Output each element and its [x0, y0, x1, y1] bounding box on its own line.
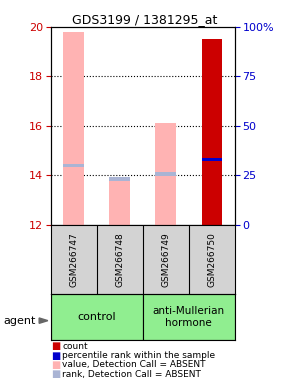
Bar [202, 39, 222, 225]
Text: ■: ■ [51, 351, 60, 361]
Text: GSM266747: GSM266747 [69, 232, 78, 286]
Bar [143, 294, 235, 340]
Text: GSM266750: GSM266750 [207, 232, 216, 286]
Text: ■: ■ [51, 360, 60, 370]
Bar [109, 177, 130, 180]
Text: ■: ■ [51, 369, 60, 379]
Bar [155, 172, 176, 175]
Bar [155, 123, 176, 225]
Text: rank, Detection Call = ABSENT: rank, Detection Call = ABSENT [62, 369, 201, 379]
Bar [51, 294, 143, 340]
Bar [64, 164, 84, 167]
Text: ■: ■ [51, 341, 60, 351]
Text: GSM266749: GSM266749 [161, 232, 170, 286]
Bar [202, 157, 222, 161]
Text: count: count [62, 342, 88, 351]
Text: value, Detection Call = ABSENT: value, Detection Call = ABSENT [62, 360, 206, 369]
Bar [64, 32, 84, 225]
Text: control: control [77, 312, 116, 322]
Text: percentile rank within the sample: percentile rank within the sample [62, 351, 215, 360]
Text: GDS3199 / 1381295_at: GDS3199 / 1381295_at [72, 13, 218, 26]
Text: GSM266748: GSM266748 [115, 232, 124, 286]
Text: agent: agent [3, 316, 35, 326]
Bar [109, 179, 130, 225]
Polygon shape [39, 318, 48, 323]
Text: anti-Mullerian
hormone: anti-Mullerian hormone [153, 306, 225, 328]
